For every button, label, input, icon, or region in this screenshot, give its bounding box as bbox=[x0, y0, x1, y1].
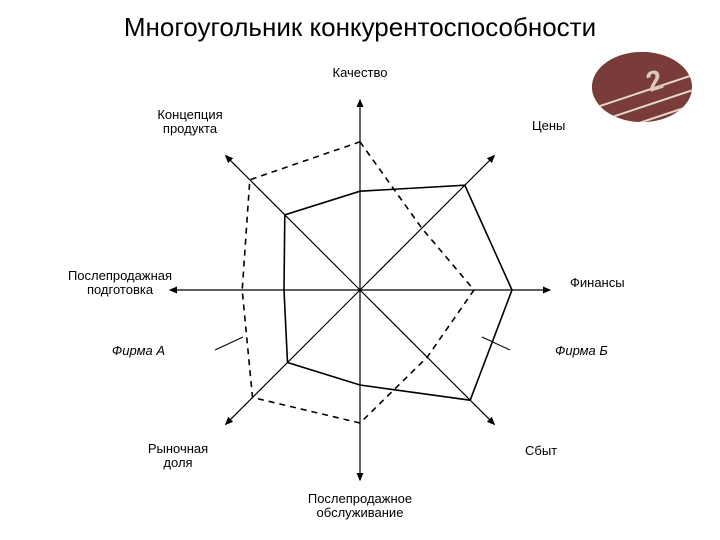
axis-concept bbox=[226, 156, 360, 290]
slide: Многоугольник конкурентоспособности Фирм… bbox=[0, 0, 720, 540]
axis-label-concept: продукта bbox=[163, 121, 218, 136]
legend-label-firm_b: Фирма Б bbox=[555, 343, 608, 358]
axis-label-quality: Качество bbox=[333, 65, 388, 80]
legend-label-firm_a: Фирма А bbox=[112, 343, 165, 358]
axis-prices bbox=[360, 156, 494, 290]
legend-pointer-firm_a bbox=[215, 337, 243, 350]
axis-label-prep: Послепродажная bbox=[68, 268, 172, 283]
legend-pointer-firm_b bbox=[482, 337, 510, 350]
corner-track-image: 2 bbox=[592, 52, 692, 122]
axis-share bbox=[226, 290, 360, 424]
axis-label-share: Рыночная bbox=[148, 441, 208, 456]
series-firm_b bbox=[284, 185, 512, 400]
axis-label-share: доля bbox=[163, 455, 192, 470]
axis-label-prep: подготовка bbox=[87, 282, 154, 297]
axis-label-prices: Цены bbox=[532, 118, 565, 133]
axis-label-postservice: Послепродажное bbox=[308, 491, 412, 506]
series-firm_a bbox=[242, 142, 474, 423]
axis-label-sales: Сбыт bbox=[525, 443, 557, 458]
axis-label-postservice: обслуживание bbox=[317, 505, 404, 520]
radar-svg: Фирма А Фирма Б Качество Цены Финансы Сбыт Пос… bbox=[60, 55, 660, 525]
axis-label-finance: Финансы bbox=[570, 275, 625, 290]
axis-label-concept: Концепция bbox=[157, 107, 222, 122]
radar-chart: Фирма А Фирма Б Качество Цены Финансы Сбыт Пос… bbox=[60, 55, 660, 525]
page-title: Многоугольник конкурентоспособности bbox=[0, 12, 720, 43]
